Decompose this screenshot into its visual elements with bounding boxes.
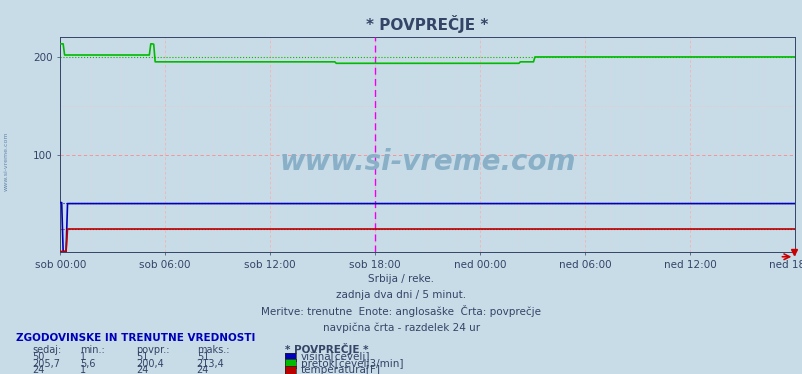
Text: višina[čevelj]: višina[čevelj] [301,352,371,362]
Text: 1: 1 [80,352,87,362]
Text: 51: 51 [196,352,209,362]
Text: 51: 51 [136,352,148,362]
Title: * POVPREČJE *: * POVPREČJE * [366,15,488,33]
Text: 213,4: 213,4 [196,359,225,368]
Text: navpična črta - razdelek 24 ur: navpična črta - razdelek 24 ur [322,322,480,332]
Text: maks.:: maks.: [196,346,229,355]
Text: www.si-vreme.com: www.si-vreme.com [4,131,9,191]
Text: Srbija / reke.: Srbija / reke. [368,275,434,284]
Text: Meritve: trenutne  Enote: anglosaške  Črta: povprečje: Meritve: trenutne Enote: anglosaške Črta… [261,304,541,316]
Text: www.si-vreme.com: www.si-vreme.com [279,148,575,176]
Text: min.:: min.: [80,346,105,355]
Text: 50: 50 [32,352,44,362]
Text: 1: 1 [80,365,87,374]
Text: * POVPREČJE *: * POVPREČJE * [285,343,368,355]
Text: zadnja dva dni / 5 minut.: zadnja dva dni / 5 minut. [336,291,466,300]
Text: 205,7: 205,7 [32,359,60,368]
Text: 200,4: 200,4 [136,359,164,368]
Text: 24: 24 [32,365,44,374]
Text: 24: 24 [136,365,148,374]
Text: temperatura[F]: temperatura[F] [301,365,381,374]
Text: 24: 24 [196,365,209,374]
Text: 5,6: 5,6 [80,359,95,368]
Text: pretok[čevelj3/min]: pretok[čevelj3/min] [301,358,403,368]
Text: povpr.:: povpr.: [136,346,170,355]
Text: ZGODOVINSKE IN TRENUTNE VREDNOSTI: ZGODOVINSKE IN TRENUTNE VREDNOSTI [16,333,255,343]
Text: sedaj:: sedaj: [32,346,61,355]
